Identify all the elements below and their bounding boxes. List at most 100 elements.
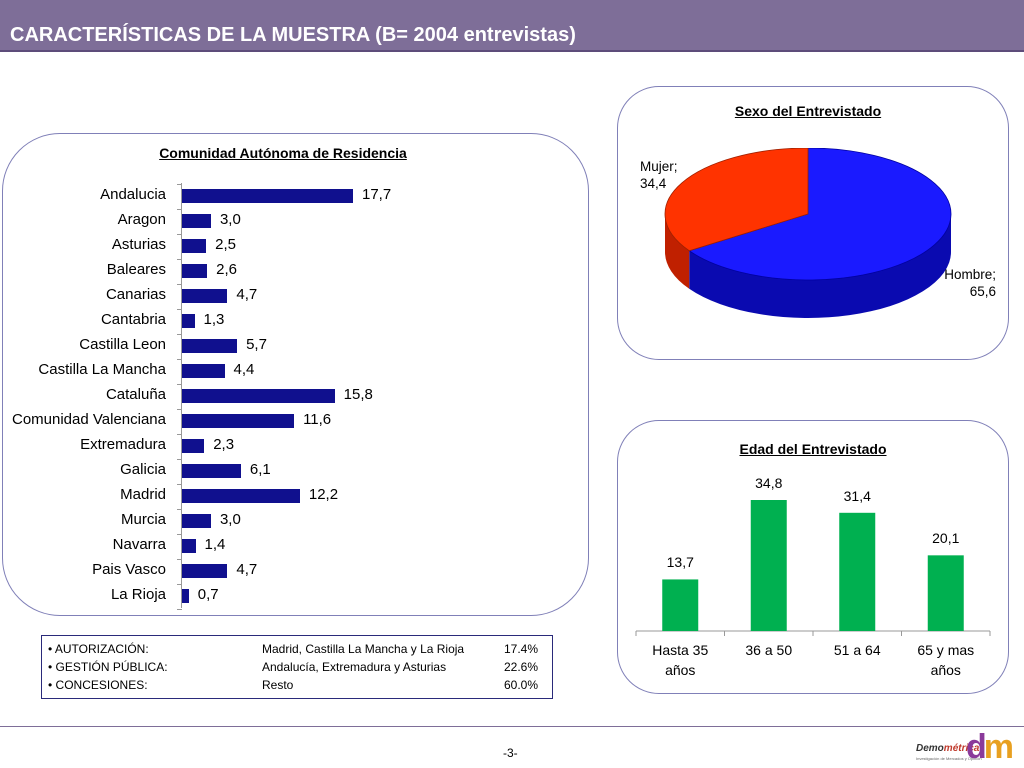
column-category-line: 65 y mas [917,642,975,658]
column-category-line: años [930,662,961,678]
region-bar [182,364,225,378]
column-value-label: 13,7 [666,554,694,571]
axis-tick [177,409,182,410]
bar-value-label: 4,7 [236,561,258,578]
region-bar [182,514,211,528]
legend-row-label: • AUTORIZACIÓN: [48,642,149,656]
bar-category-label: La Rioja [110,586,166,603]
bar-category-label: Cataluña [105,386,166,403]
pie-slice-hombre [688,148,952,281]
axis-tick [177,509,182,510]
pie-label-mujer-value: 34,4 [640,176,667,191]
gender-chart-title: Sexo del Entrevistado [734,103,882,119]
logo-mark-m: m [983,728,1014,766]
bar-value-label: 15,8 [343,386,373,403]
column-category-line: 36 a 50 [745,642,793,658]
column-value-label: 34,8 [755,475,783,491]
logo-wordmark: Demométrica [916,743,979,754]
region-bar [182,289,228,303]
pie-label-hombre-value: 65,6 [969,284,996,299]
axis-tick [177,334,182,335]
axis-tick [177,559,182,560]
age-columns [635,500,991,636]
bar-value-label: 0,7 [197,586,219,603]
region-bar [182,439,205,453]
bar-category-label: Canarias [105,286,166,303]
region-bar [182,189,353,203]
axis-tick [177,584,182,585]
gender-pie [664,148,952,318]
bar-category-label: Galicia [120,461,166,478]
region-bar [182,314,195,328]
logo-tagline: Investigación de Mercados y Opinión [916,756,982,761]
axis-tick [177,484,182,485]
bar-value-label: 4,4 [233,361,255,378]
axis-tick [177,384,182,385]
column-category-label: 51 a 64 [815,640,899,680]
pie-label-mujer-name: Mujer; [640,159,678,174]
pie-side-hombre [689,214,951,318]
column-category-line: años [665,662,696,678]
column-category-line: Hasta 35 [652,642,709,658]
column-category-label: 36 a 50 [727,640,811,680]
bar-category-label: Castilla La Mancha [38,361,166,378]
bar-category-label: Navarra [112,536,166,553]
region-bar [182,264,208,278]
bar-value-label: 6,1 [249,461,271,478]
footer-divider [0,726,1024,727]
pie-label-mujer: Mujer; 34,4 [640,158,678,192]
bar-category-label: Castilla Leon [79,336,166,353]
logo-wordmark-a: Demo [916,743,944,754]
bar-value-label: 5,7 [246,336,267,353]
column-category-label: Hasta 35 años [638,640,722,680]
bar-category-label: Pais Vasco [92,561,166,578]
region-chart-axis [181,183,182,608]
age-column [927,555,964,631]
bar-category-label: Aragon [117,211,166,228]
legend-row-regions: Resto [262,678,294,692]
bar-category-label: Comunidad Valenciana [12,411,166,428]
bar-value-label: 11,6 [303,411,332,428]
logo-mark: dm [966,728,1014,766]
axis-tick [177,184,182,185]
axis-tick [177,434,182,435]
region-bar [182,539,196,553]
axis-tick [177,309,182,310]
distribution-legend: • AUTORIZACIÓN: Madrid, Castilla La Manc… [41,635,553,699]
pie-label-hombre-name: Hombre; [944,267,996,282]
legend-row-pct: 17.4% [504,642,539,656]
legend-row-label: • CONCESIONES: [48,678,148,692]
bar-category-label: Extremadura [80,436,166,453]
age-column [839,512,876,631]
region-bar [182,464,241,478]
company-logo: Demométrica Investigación de Mercados y … [916,728,1020,766]
axis-tick [177,609,182,610]
region-chart-title: Comunidad Autónoma de Residencia [159,145,407,161]
bar-category-label: Asturias [111,236,166,253]
bar-value-label: 2,5 [215,236,236,253]
legend-row-label: • GESTIÓN PÚBLICA: [48,660,168,674]
bar-category-label: Andalucia [100,186,166,203]
region-bar [182,489,300,503]
bar-category-label: Murcia [120,511,166,528]
bar-value-label: 2,3 [213,436,235,453]
region-bar [182,589,189,603]
age-chart-title: Edad del Entrevistado [739,441,887,457]
bar-category-label: Madrid [120,486,166,503]
pie-side-mujer [665,214,690,289]
axis-tick [177,209,182,210]
column-category-label: 65 y mas años [904,640,988,680]
axis-tick [177,284,182,285]
region-bar [182,239,207,253]
axis-tick [177,359,182,360]
column-category-line [727,660,811,680]
page-title: CARACTERÍSTICAS DE LA MUESTRA (B= 2004 e… [10,24,576,46]
pie-slice-mujer [664,148,809,252]
legend-row-regions: Madrid, Castilla La Mancha y La Rioja [262,642,465,656]
region-bar [182,214,211,228]
bar-value-label: 1,3 [203,311,225,328]
column-category-line: 51 a 64 [833,642,881,658]
region-bar [182,414,295,428]
bar-category-label: Cantabria [100,311,166,328]
bar-value-label: 3,0 [219,211,241,228]
